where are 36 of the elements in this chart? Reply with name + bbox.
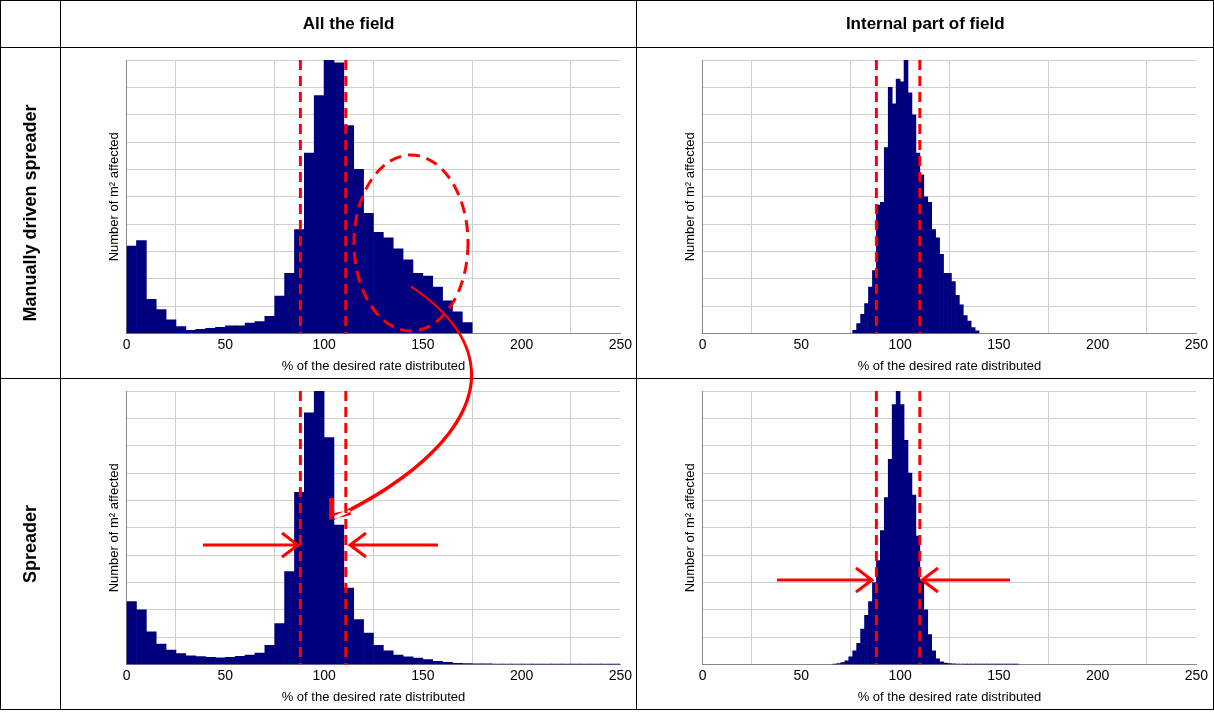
x-tick-label: 100 — [888, 335, 913, 352]
x-tick-label: 100 — [888, 666, 913, 683]
text: Manually driven spreader — [19, 104, 41, 322]
x-tick-label: 0 — [699, 666, 708, 683]
x-tick-label: 200 — [509, 335, 534, 352]
y-axis-title: Number of m² affected — [106, 132, 122, 262]
x-tick-label: 150 — [411, 666, 435, 683]
x-tick-label: 200 — [509, 666, 534, 683]
x-tick-label: 150 — [987, 335, 1012, 352]
x-axis-title: % of the desired rate distributed — [858, 357, 1042, 373]
x-tick-label: 100 — [312, 335, 336, 352]
x-tick-label: 150 — [411, 335, 435, 352]
text: Spreader — [19, 504, 41, 584]
y-axis-title: Number of m² affected — [682, 463, 698, 593]
chart-title: All the field — [60, 0, 637, 48]
x-tick-label: 200 — [1086, 335, 1110, 352]
x-tick-label: 200 — [1086, 666, 1110, 683]
x-tick-label: 50 — [793, 666, 810, 683]
x-tick-label: 150 — [987, 666, 1012, 683]
x-tick-label: 50 — [793, 335, 810, 352]
x-axis-title: % of the desired rate distributed — [281, 688, 466, 704]
x-tick-label: 0 — [122, 666, 131, 683]
x-tick-label: 250 — [1185, 335, 1209, 352]
x-tick-label: 0 — [699, 335, 708, 352]
x-tick-label: 50 — [217, 666, 234, 683]
x-tick-label: 0 — [122, 335, 131, 352]
y-axis-title: Number of m² affected — [106, 463, 122, 593]
y-axis-title: Number of m² affected — [682, 132, 698, 262]
x-tick-label: 50 — [217, 335, 234, 352]
x-tick-label: 100 — [312, 666, 336, 683]
x-tick-label: 250 — [1185, 666, 1209, 683]
chart-title: Internal part of field — [636, 0, 1214, 48]
x-tick-label: 250 — [608, 335, 633, 352]
x-tick-label: 250 — [608, 666, 633, 683]
x-axis-title: % of the desired rate distributed — [858, 688, 1042, 704]
x-axis-title: % of the desired rate distributed — [281, 357, 466, 373]
